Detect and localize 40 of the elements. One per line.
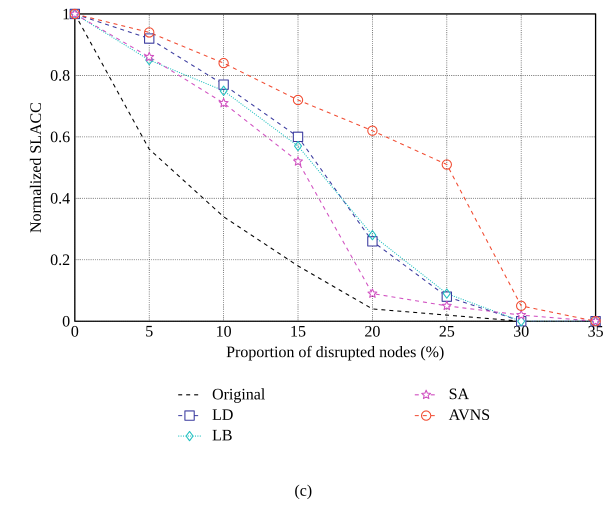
- point: [292, 94, 304, 106]
- point: [218, 58, 229, 68]
- x-tick-label: 10: [217, 326, 231, 337]
- y-tick-label: 0.4: [50, 193, 70, 204]
- point: [516, 300, 526, 312]
- point: [144, 52, 154, 62]
- y-axis-title: Normalized SLACC: [30, 103, 42, 233]
- point: [220, 86, 228, 96]
- x-tick-label: 35: [588, 326, 603, 337]
- point: [442, 159, 452, 170]
- text: (c): [295, 484, 312, 500]
- point: [367, 236, 378, 247]
- point: [144, 27, 154, 38]
- y-tick-label: 0.2: [50, 254, 70, 266]
- point: [294, 141, 302, 152]
- point: [292, 132, 304, 142]
- legend-label: Original: [212, 388, 265, 403]
- legend-label: AVNS: [448, 409, 490, 420]
- point: [442, 300, 452, 310]
- legend-label: SA: [450, 388, 469, 400]
- point: [367, 126, 378, 136]
- x-tick-label: 30: [514, 326, 529, 337]
- y-tick-label: 0.8: [50, 70, 70, 81]
- x-tick-label: 0: [71, 326, 78, 337]
- x-axis-title: Proportion of disrupted nodes (%): [226, 346, 444, 361]
- y-tick-label: 1: [64, 8, 70, 20]
- x-tick-label: 25: [440, 326, 454, 337]
- point: [293, 156, 303, 166]
- point: [516, 310, 526, 320]
- x-tick-label: 20: [365, 326, 380, 337]
- point: [368, 230, 376, 240]
- legend-label: LB: [212, 430, 232, 440]
- legend-label: LD: [212, 409, 233, 420]
- point: [442, 288, 451, 299]
- point: [218, 98, 229, 108]
- y-tick-label: 0: [62, 316, 70, 327]
- x-tick-label: 15: [291, 326, 306, 337]
- x-tick-label: 5: [146, 326, 153, 337]
- y-tick-label: 0.6: [50, 132, 70, 142]
- point: [367, 288, 378, 298]
